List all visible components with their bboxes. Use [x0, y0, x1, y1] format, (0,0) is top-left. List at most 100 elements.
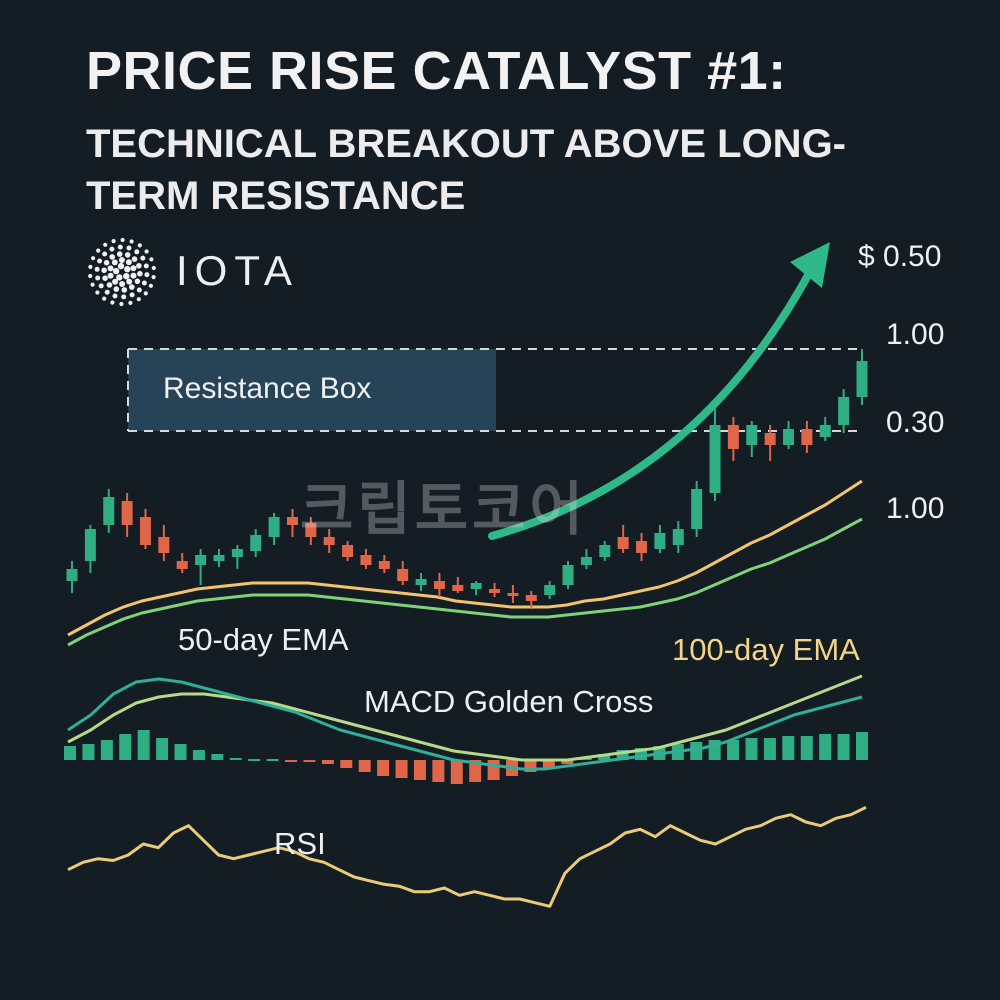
logo-dot [88, 273, 93, 279]
macd-histogram-bar [487, 760, 500, 780]
logo-dot [129, 292, 135, 298]
candle-body [764, 433, 776, 445]
candle-body [195, 555, 207, 565]
logo-dot [136, 263, 142, 269]
macd-panel [64, 674, 868, 784]
watermark-text: 크립토코어 [300, 477, 587, 542]
macd-histogram-bar [303, 760, 316, 762]
logo-dot [129, 239, 134, 244]
macd-histogram-bar [598, 754, 611, 760]
ema-lines [67, 479, 863, 647]
logo-dot [111, 239, 116, 244]
logo-dot [149, 257, 154, 262]
logo-dot [102, 251, 108, 257]
candle [323, 529, 335, 553]
candle-body [544, 585, 556, 595]
candle-body [580, 557, 592, 565]
logo-dot [119, 281, 126, 287]
candle-body [397, 569, 409, 581]
logo-dot [97, 258, 103, 264]
logo-dot [102, 296, 107, 301]
page-subtitle: TECHNICAL BREAKOUT ABOVE LONG-TERM RESIS… [86, 122, 846, 218]
candle-body [691, 489, 703, 529]
candle-body [323, 537, 335, 545]
candle-body [470, 583, 482, 589]
logo-dot [129, 284, 135, 290]
logo-dot [148, 283, 153, 288]
logo-dot [121, 287, 128, 293]
macd-histogram-bar [561, 760, 574, 764]
candle-body [489, 589, 501, 593]
candle [507, 585, 519, 603]
candle [433, 573, 445, 597]
candle [470, 581, 482, 595]
candle-body [158, 537, 170, 553]
candle-body [250, 535, 262, 551]
candle-body [672, 529, 684, 545]
macd-histogram-bar [837, 734, 850, 760]
logo-dot [126, 245, 132, 251]
logo-dot [136, 287, 142, 293]
ema-line-100 [67, 479, 863, 637]
logo-dot [136, 297, 141, 302]
logo-dot [140, 255, 146, 261]
logo-dot [128, 300, 133, 305]
candle [783, 421, 795, 449]
logo-dot [91, 256, 96, 261]
macd-histogram-bar [229, 758, 242, 760]
macd-histogram-bar [819, 734, 832, 760]
candle-body [452, 585, 464, 591]
candle-body [139, 517, 151, 545]
logo-dot [143, 263, 149, 269]
macd-label: MACD Golden Cross [364, 684, 654, 719]
candle [66, 561, 78, 593]
logo-dot [110, 300, 115, 305]
candle [654, 525, 666, 553]
logo-dot [107, 272, 114, 279]
logo-dot [144, 272, 150, 278]
candle-body [103, 497, 115, 525]
macd-histogram-bar [727, 740, 740, 760]
logo-dot [102, 275, 108, 282]
macd-histogram-bar [100, 740, 113, 760]
logo-dot [113, 286, 120, 292]
logo-dot [94, 266, 100, 272]
logo-dot [137, 270, 143, 277]
logo-dot [103, 259, 110, 266]
candle [415, 573, 427, 591]
logo-dot [121, 294, 127, 300]
candle [691, 481, 703, 537]
page-title: PRICE RISE CATALYST #1: [86, 41, 787, 101]
resistance-box [127, 348, 860, 432]
logo-dot [126, 278, 133, 285]
candle [525, 591, 537, 609]
logo-dot [95, 275, 101, 281]
candle-body [176, 561, 188, 569]
candle [231, 545, 243, 569]
macd-histogram-bar [800, 736, 813, 760]
candle [452, 577, 464, 593]
macd-histogram-bar [248, 759, 261, 761]
candle-body [783, 429, 795, 445]
logo-dot [151, 265, 156, 271]
logo-dot [96, 248, 101, 253]
macd-histogram-bar [82, 744, 95, 760]
candle-body [856, 361, 868, 397]
logo-dot [124, 266, 131, 273]
breakout-arrow [488, 242, 830, 540]
price-label-resistance-upper: 1.00 [886, 318, 945, 351]
candle [121, 493, 133, 537]
candle-body [378, 561, 390, 569]
candle-body [801, 429, 813, 445]
logo-dot [107, 265, 114, 272]
logo-dot [134, 278, 141, 285]
candle [580, 549, 592, 569]
logo-dot [109, 254, 115, 260]
logo-dot [106, 282, 113, 288]
macd-signal-line [67, 674, 863, 762]
logo-dot [117, 262, 125, 270]
candle [801, 421, 813, 453]
candle [489, 583, 501, 597]
macd-histogram-bar [192, 750, 205, 760]
candle [213, 549, 225, 567]
